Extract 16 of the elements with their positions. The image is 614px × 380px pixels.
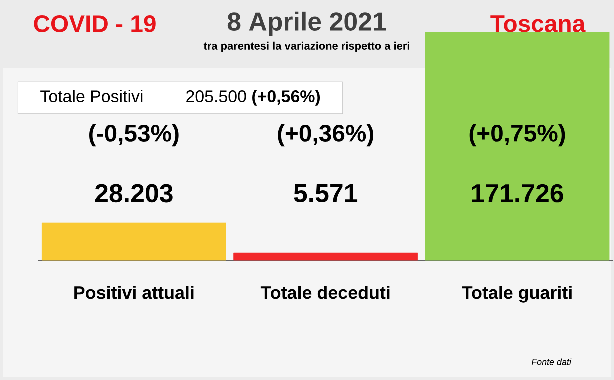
annotation: 205.500 (+0,56%) xyxy=(186,90,320,106)
chart-title: 8 Aprile 2021 xyxy=(228,12,386,36)
x-tick-label: Totale deceduti xyxy=(260,286,390,300)
text: Toscana xyxy=(490,16,586,32)
data-label: 171.726 xyxy=(472,184,564,203)
annotation: (-0,53%) xyxy=(90,124,179,147)
source-note: Fonte dati xyxy=(532,358,572,366)
data-label: 28.203 xyxy=(95,184,173,203)
text: COVID - 19 xyxy=(34,16,156,32)
annotation: Totale Positivi xyxy=(40,90,143,103)
text: tra parentesi la variazione rispetto a ieri xyxy=(204,42,410,52)
annotation: (+0,75%) xyxy=(470,124,566,147)
data-label: 5.571 xyxy=(294,184,358,203)
x-tick-label: Positivi attuali xyxy=(74,286,194,300)
x-tick-label: Totale guariti xyxy=(462,286,572,303)
annotation: (+0,36%) xyxy=(278,124,374,147)
